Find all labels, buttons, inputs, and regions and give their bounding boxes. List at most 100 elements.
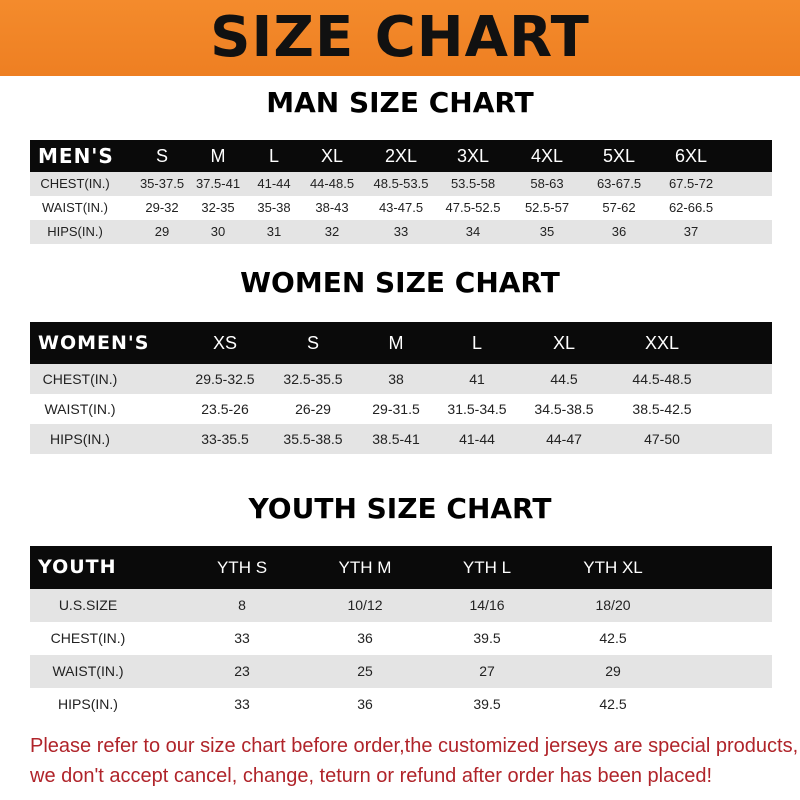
measurement-value: 29 (154, 224, 170, 239)
measurement-value: 34 (465, 224, 481, 239)
size-header-cell: 6XL (674, 146, 708, 166)
size-header-cell: 5XL (602, 146, 636, 166)
measurement-value: 37.5-41 (195, 176, 241, 191)
measurement-value: 34.5-38.5 (534, 401, 594, 417)
measurement-value: 35-38 (257, 200, 291, 215)
measurement-label: CHEST(IN.) (40, 176, 110, 191)
men-table-row: CHEST(IN.) 35-37.5 37.5-41 41-44 44-48.5 48.5… (30, 172, 772, 196)
measurement-value: 33 (393, 224, 409, 239)
measurement-value: 42.5 (599, 696, 627, 712)
youth-table-row: U.S.SIZE 8 10/12 14/16 18/20 (30, 589, 772, 622)
men-header-row: MEN'S S M L XL 2XL 3XL 4XL 5XL 6XL (30, 140, 772, 172)
measurement-value: 52.5-57 (524, 200, 570, 215)
measurement-value: 33-35.5 (201, 431, 249, 447)
measurement-value: 35 (539, 224, 555, 239)
measurement-value: 36 (357, 696, 373, 712)
size-header-cell: XL (320, 146, 344, 166)
measurement-value: 58-63 (530, 176, 564, 191)
size-header-cell: M (210, 146, 226, 166)
notice-line-2: we don't accept cancel, change, teturn o… (30, 765, 713, 787)
table-title-cell: MEN'S (38, 144, 114, 168)
women-section-title: WOMEN SIZE CHART (240, 266, 560, 299)
measurement-value: 31.5-34.5 (447, 401, 507, 417)
size-chart-banner: SIZE CHART (0, 0, 800, 76)
measurement-value: 47.5-52.5 (445, 200, 501, 215)
size-header-cell: XXL (644, 333, 680, 353)
measurement-value: 63-67.5 (596, 176, 642, 191)
measurement-value: 29-32 (145, 200, 179, 215)
measurement-value: 36 (611, 224, 627, 239)
measurement-value: 62-66.5 (668, 200, 714, 215)
measurement-value: 67.5-72 (668, 176, 714, 191)
size-header-cell: 2XL (384, 146, 418, 166)
measurement-value: 43-47.5 (378, 200, 424, 215)
measurement-value: 14/16 (469, 597, 505, 613)
measurement-value: 39.5 (473, 696, 501, 712)
measurement-value: 57-62 (602, 200, 636, 215)
measurement-value: 44-47 (546, 431, 582, 447)
measurement-value: 44.5-48.5 (632, 371, 692, 387)
measurement-label: WAIST(IN.) (42, 200, 108, 215)
measurement-value: 38.5-41 (372, 431, 420, 447)
measurement-value: 32-35 (201, 200, 235, 215)
measurement-label: CHEST(IN.) (42, 371, 118, 387)
measurement-value: 38 (388, 371, 404, 387)
size-header-cell: 3XL (456, 146, 490, 166)
youth-header-row: YOUTH YTH S YTH M YTH L YTH XL (30, 546, 772, 589)
size-header-cell: L (268, 146, 280, 166)
measurement-value: 48.5-53.5 (373, 176, 429, 191)
measurement-value: 8 (238, 597, 246, 613)
notice-line-1: Please refer to our size chart before or… (30, 735, 799, 757)
size-header-cell: L (471, 333, 483, 353)
measurement-label: CHEST(IN.) (50, 630, 126, 646)
size-header-cell: YTH XL (583, 558, 643, 577)
measurement-value: 30 (210, 224, 226, 239)
women-table-row: CHEST(IN.) 29.5-32.5 32.5-35.5 38 41 44.5 44.5… (30, 364, 772, 394)
measurement-value: 29 (605, 663, 621, 679)
measurement-value: 38.5-42.5 (632, 401, 692, 417)
size-header-cell: XL (552, 333, 576, 353)
table-title-cell: WOMEN'S (38, 332, 150, 354)
measurement-value: 44.5 (550, 371, 578, 387)
youth-table-row: HIPS(IN.) 33 36 39.5 42.5 (30, 688, 772, 721)
men-table-row: WAIST(IN.) 29-32 32-35 35-38 38-43 43-47.5 47.… (30, 196, 772, 220)
measurement-value: 35-37.5 (139, 176, 185, 191)
women-header-row: WOMEN'S XS S M L XL XXL (30, 322, 772, 364)
measurement-value: 53.5-58 (450, 176, 496, 191)
measurement-value: 18/20 (595, 597, 631, 613)
measurement-value: 32.5-35.5 (283, 371, 343, 387)
measurement-label: U.S.SIZE (58, 597, 118, 613)
size-header-cell: S (306, 333, 320, 353)
measurement-value: 41-44 (459, 431, 495, 447)
women-size-table: WOMEN'S XS S M L XL XXL CHEST(IN.) 29.5-32.5 32.5… (30, 322, 772, 454)
measurement-value: 29-31.5 (372, 401, 420, 417)
measurement-value: 27 (479, 663, 495, 679)
youth-section-title: YOUTH SIZE CHART (248, 492, 552, 525)
measurement-value: 26-29 (295, 401, 331, 417)
measurement-label: WAIST(IN.) (52, 663, 124, 679)
men-section-title: MAN SIZE CHART (266, 86, 534, 119)
measurement-value: 31 (266, 224, 282, 239)
size-header-cell: YTH S (216, 558, 268, 577)
banner-title: SIZE CHART (210, 5, 590, 70)
women-table-row: WAIST(IN.) 23.5-26 26-29 29-31.5 31.5-34.5 34… (30, 394, 772, 424)
size-header-cell: YTH M (338, 558, 392, 577)
measurement-label: HIPS(IN.) (50, 431, 110, 447)
measurement-value: 47-50 (644, 431, 680, 447)
measurement-value: 25 (357, 663, 373, 679)
youth-table-row: CHEST(IN.) 33 36 39.5 42.5 (30, 622, 772, 655)
measurement-label: WAIST(IN.) (44, 401, 116, 417)
measurement-value: 37 (683, 224, 699, 239)
measurement-value: 41-44 (257, 176, 291, 191)
youth-size-table: YOUTH YTH S YTH M YTH L YTH XL U.S.SIZE 8 10/12… (30, 546, 772, 721)
measurement-value: 33 (234, 630, 250, 646)
women-table-row: HIPS(IN.) 33-35.5 35.5-38.5 38.5-41 41-44 44-… (30, 424, 772, 454)
size-header-cell: 4XL (530, 146, 564, 166)
measurement-value: 38-43 (315, 200, 349, 215)
measurement-value: 42.5 (599, 630, 627, 646)
measurement-value: 32 (324, 224, 340, 239)
measurement-label: HIPS(IN.) (47, 224, 103, 239)
size-header-cell: M (388, 333, 404, 353)
measurement-value: 36 (357, 630, 373, 646)
men-size-table: MEN'S S M L XL 2XL 3XL 4XL 5XL 6XL CHEST(IN.) 35-37… (30, 140, 772, 244)
